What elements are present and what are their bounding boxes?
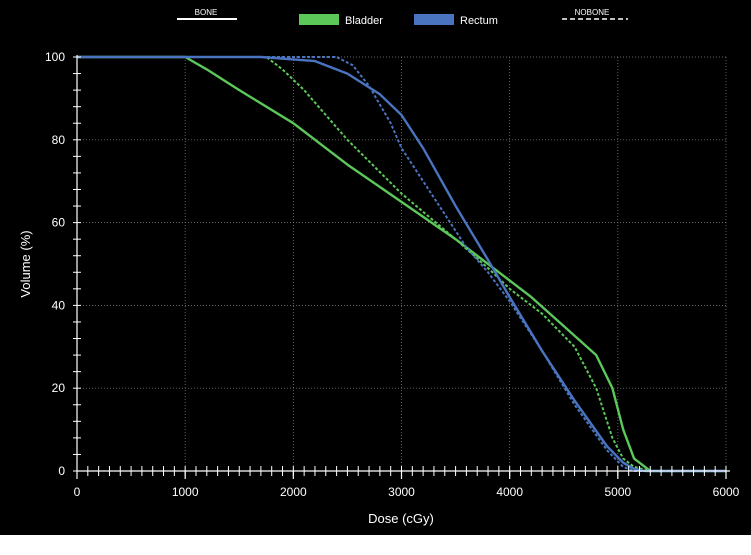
plot-background bbox=[0, 0, 751, 535]
y-tick-label: 80 bbox=[52, 133, 66, 147]
axes bbox=[76, 55, 730, 472]
x-tick-label: 1000 bbox=[172, 485, 199, 499]
y-axis-label: Volume (%) bbox=[18, 230, 33, 297]
legend-swatch-rectum bbox=[414, 14, 454, 25]
series-rectum-nobone bbox=[77, 56, 726, 472]
legend-label-nobone: NOBONE bbox=[575, 8, 610, 17]
series-layer bbox=[77, 55, 726, 473]
x-tick-label: 4000 bbox=[496, 485, 523, 499]
legend-label-bone: BONE bbox=[195, 8, 218, 17]
grid bbox=[77, 56, 727, 471]
y-tick-label: 0 bbox=[58, 464, 65, 478]
legend-swatch-bladder bbox=[299, 14, 339, 25]
y-tick-label: 20 bbox=[52, 381, 66, 395]
legend: BONE Bladder Rectum NOBONE bbox=[177, 8, 628, 27]
series-bladder-bone bbox=[77, 55, 726, 473]
x-axis-label: Dose (cGy) bbox=[368, 511, 434, 526]
legend-label-bladder: Bladder bbox=[345, 15, 383, 27]
x-tick-label: 3000 bbox=[388, 485, 415, 499]
x-tick-label: 2000 bbox=[280, 485, 307, 499]
minor-ticks bbox=[73, 56, 727, 479]
series-rectum-bone bbox=[77, 55, 726, 473]
legend-item-nobone: NOBONE bbox=[562, 8, 628, 20]
y-tick-label: 40 bbox=[52, 298, 66, 312]
legend-item-rectum: Rectum bbox=[414, 14, 498, 27]
x-tick-label: 6000 bbox=[713, 485, 740, 499]
tick-labels: 0 1000 2000 3000 4000 5000 6000 0 20 40 60 80 100 bbox=[45, 50, 740, 499]
y-tick-label: 60 bbox=[52, 216, 66, 230]
x-tick-label: 0 bbox=[74, 485, 81, 499]
legend-item-bone: BONE bbox=[177, 8, 237, 20]
x-tick-label: 5000 bbox=[604, 485, 631, 499]
y-tick-label: 100 bbox=[45, 50, 65, 64]
legend-label-rectum: Rectum bbox=[460, 15, 498, 27]
legend-item-bladder: Bladder bbox=[299, 14, 383, 27]
series-bladder-nobone bbox=[77, 56, 726, 472]
